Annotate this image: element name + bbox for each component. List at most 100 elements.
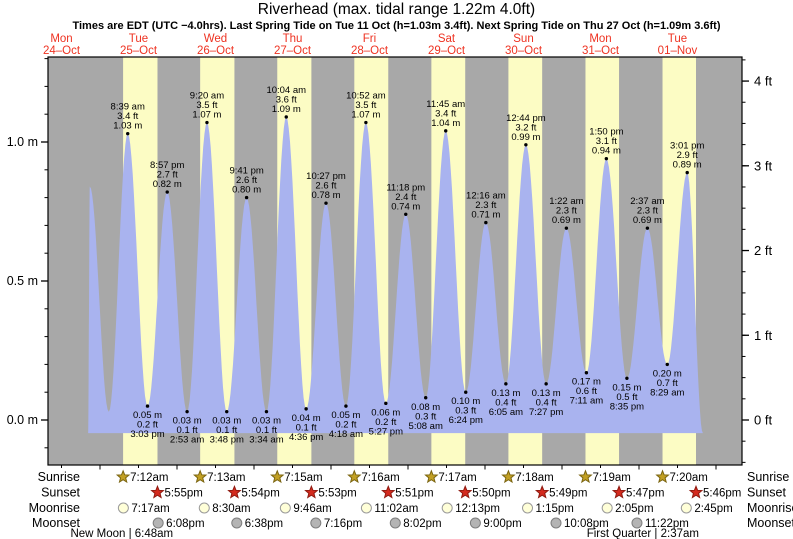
high-tide-m: 0.80 m [232, 185, 261, 196]
day-name: Sun [513, 33, 533, 45]
sunset-star-icon [534, 484, 550, 499]
moonset-row-label-right: Moonset [747, 516, 793, 530]
sunset-star-time: 5:53pm [318, 488, 356, 500]
tide-extreme-dot [364, 120, 368, 125]
sunset-star-icon [458, 484, 473, 499]
day-date: 30–Oct [505, 45, 543, 57]
high-tide-time: 11:45 am [426, 99, 465, 110]
sunset-star-time: 5:54pm [241, 488, 279, 500]
high-tide-m: 1.07 m [351, 110, 380, 121]
day-date: 24–Oct [43, 45, 81, 57]
m-axis-label: 1.0 m [7, 135, 38, 149]
low-tide-m: 0.13 m [532, 388, 561, 399]
sunset-star-time: 5:51pm [395, 488, 433, 500]
moonrise-moon-time: 2:05pm [615, 503, 653, 515]
day-date: 27–Oct [274, 45, 312, 57]
day-date: 28–Oct [351, 45, 389, 57]
tide-extreme-dot [524, 143, 528, 147]
moonrise-row-label-left: Moonrise [29, 501, 80, 515]
sunrise-row-label-left: Sunrise [38, 470, 80, 484]
m-axis-label: 0.0 m [7, 413, 38, 427]
sunset-star-icon [227, 484, 242, 499]
tide-extreme-dot [284, 115, 288, 119]
ft-axis-label: 0 ft [754, 413, 772, 428]
tide-extreme-dot [544, 382, 548, 386]
high-tide-ft: 3.5 ft [355, 100, 376, 111]
day-date: 29–Oct [428, 45, 466, 57]
tide-extreme-dot [324, 201, 328, 205]
moonset-moon-time: 9:00pm [483, 518, 521, 530]
day-date: 26–Oct [197, 45, 235, 57]
tide-extreme-dot [444, 129, 448, 133]
tide-extreme-dot [244, 195, 249, 200]
sunrise-star-time: 7:17am [438, 472, 476, 484]
sunrise-star-time: 7:12am [130, 472, 168, 484]
day-name: Mon [589, 33, 611, 45]
sunset-star-icon [611, 484, 627, 499]
low-tide-m: 0.03 m [212, 416, 241, 427]
sunset-star-time: 5:46pm [703, 488, 741, 500]
day-name: Tue [129, 33, 148, 45]
low-tide-ft: 0.1 ft [256, 425, 277, 436]
tide-extreme-dot [404, 212, 408, 216]
moonset-moon-icon [310, 517, 322, 529]
low-tide-time: 8:29 am [650, 387, 684, 398]
high-tide-ft: 3.2 ft [515, 122, 536, 133]
moonrise-moon-time: 7:17am [131, 503, 169, 515]
tide-labels: 8:39 am3.4 ft1.03 m0.05 m0.2 ft3:03 pm8:… [111, 85, 705, 446]
high-tide-time: 8:57 pm [150, 160, 184, 171]
moonset-moon-time: 6:38pm [245, 518, 283, 530]
high-tide-time: 1:50 pm [589, 127, 623, 138]
moonset-moon-icon [631, 517, 643, 529]
low-tide-ft: 0.3 ft [415, 411, 436, 422]
high-tide-time: 12:44 pm [506, 113, 546, 124]
high-tide-m: 0.89 m [673, 160, 702, 171]
low-tide-ft: 0.1 ft [216, 425, 237, 436]
high-tide-m: 0.99 m [511, 132, 540, 143]
day-name: Wed [204, 33, 227, 45]
day-headers: Mon24–OctTue25–OctWed26–OctThu27–OctFri2… [43, 33, 698, 57]
moonset-moon-icon [389, 517, 401, 529]
high-tide-m: 1.03 m [113, 121, 142, 132]
sunrise-star-time: 7:13am [207, 472, 245, 484]
high-tide-time: 12:16 am [466, 191, 506, 202]
high-tide-m: 0.94 m [592, 146, 621, 157]
moonset-moon-icon [231, 517, 243, 529]
sunset-row-label-left: Sunset [41, 486, 80, 500]
low-tide-time: 6:24 pm [449, 415, 483, 426]
high-tide-m: 0.71 m [471, 210, 500, 221]
tide-extreme-dot [384, 401, 388, 406]
low-tide-time: 7:27 pm [529, 407, 563, 418]
moonrise-moon-icon [279, 502, 291, 514]
tide-extreme-dot [165, 190, 169, 194]
chart-subtitle: Times are EDT (UTC −4.0hrs). Last Spring… [72, 20, 721, 32]
low-tide-m: 0.10 m [451, 396, 480, 407]
low-tide-time: 7:11 am [570, 396, 604, 407]
day-date: 25–Oct [120, 45, 158, 57]
ft-axis-label: 3 ft [754, 158, 772, 173]
ft-axis-label: 2 ft [754, 243, 772, 258]
low-tide-ft: 0.2 ft [375, 417, 396, 428]
low-tide-time: 6:05 am [489, 407, 523, 418]
high-tide-m: 0.78 m [311, 190, 340, 201]
tide-extreme-dot [625, 376, 629, 380]
sunset-star-icon [150, 484, 165, 499]
high-tide-ft: 2.6 ft [315, 181, 336, 192]
high-tide-m: 1.09 m [272, 104, 301, 115]
high-tide-m: 1.07 m [192, 110, 221, 121]
moonrise-moon-time: 1:15pm [536, 503, 574, 515]
low-tide-ft: 0.1 ft [177, 425, 198, 436]
sunrise-star-icon [347, 469, 362, 484]
high-tide-m: 0.69 m [552, 215, 581, 226]
day-date: 31–Oct [582, 45, 620, 57]
high-tide-ft: 2.3 ft [556, 206, 577, 217]
high-tide-time: 3:01 pm [670, 141, 704, 152]
sunrise-star-time: 7:18am [515, 472, 553, 484]
high-tide-ft: 3.6 ft [276, 94, 297, 105]
sunset-star-icon [688, 484, 704, 499]
sunset-star-time: 5:55pm [164, 488, 202, 500]
high-tide-time: 9:20 am [190, 91, 224, 102]
high-tide-ft: 3.5 ft [196, 100, 217, 111]
high-tide-ft: 2.3 ft [475, 200, 496, 211]
